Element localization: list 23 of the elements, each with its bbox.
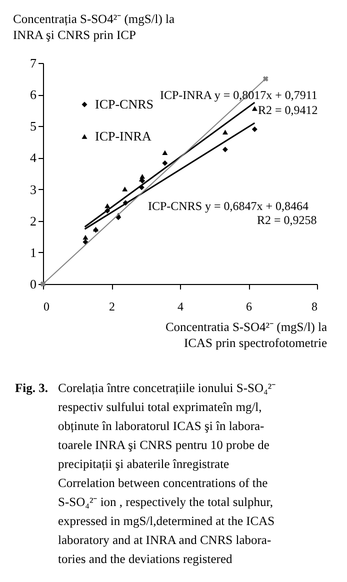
- text: Corelația între concetrațiile ionului S-SO₄²⁻ respectiv sulfului total exprimateîn mg/l, obținute în laboratorul ICAS şi în labora- toarele INRA şi CNRS pentru 10 probe de precipitații şi abaterile înregistrate Correlation between concentrations of the S-SO₄²⁻ ion , respectively the total sulphur, expressed in mgS/l,determined at the ICAS laboratory and at INRA and CNRS labora- tories and the deviations registered: [58, 381, 276, 566]
- caption: Fig. 3.: [15, 381, 48, 395]
- x-tick-label: 6: [246, 300, 252, 314]
- y-tick-label: 0: [30, 276, 36, 292]
- y-tick-label: 2: [30, 213, 36, 228]
- y-tick-label: 5: [30, 118, 36, 134]
- y-tick-label: 1: [30, 244, 36, 260]
- legend-label: ICP-INRA: [95, 128, 152, 144]
- annotation: R2 = 0,9258: [257, 213, 317, 227]
- y-tick-label: 3: [30, 182, 36, 197]
- x-tick-label: 0: [44, 300, 50, 314]
- annotation: R2 = 0,9412: [258, 103, 318, 117]
- x-tick-label: 2: [109, 300, 115, 314]
- annotation: ICP-CNRS y = 0,6847x + 0,8464: [148, 199, 309, 213]
- x-axis-title: Concentratia S-SO4²⁻ (mgS/l) la ICAS prin spectrofotometrie: [165, 320, 328, 350]
- annotation: ICP-INRA y = 0,8017x + 0,7911: [160, 88, 318, 102]
- x-tick-label: 8: [312, 300, 318, 314]
- y-tick-label: 4: [30, 150, 37, 166]
- legend-label: ICP-CNRS: [95, 96, 154, 112]
- y-tick-label: 7: [30, 56, 37, 70]
- y-axis-title: Concentrația S-SO4²⁻ (mgS/l) la INRA şi CNRS prin ICP: [13, 12, 175, 42]
- y-tick-label: 6: [30, 87, 37, 102]
- x-tick-label: 4: [178, 300, 184, 314]
